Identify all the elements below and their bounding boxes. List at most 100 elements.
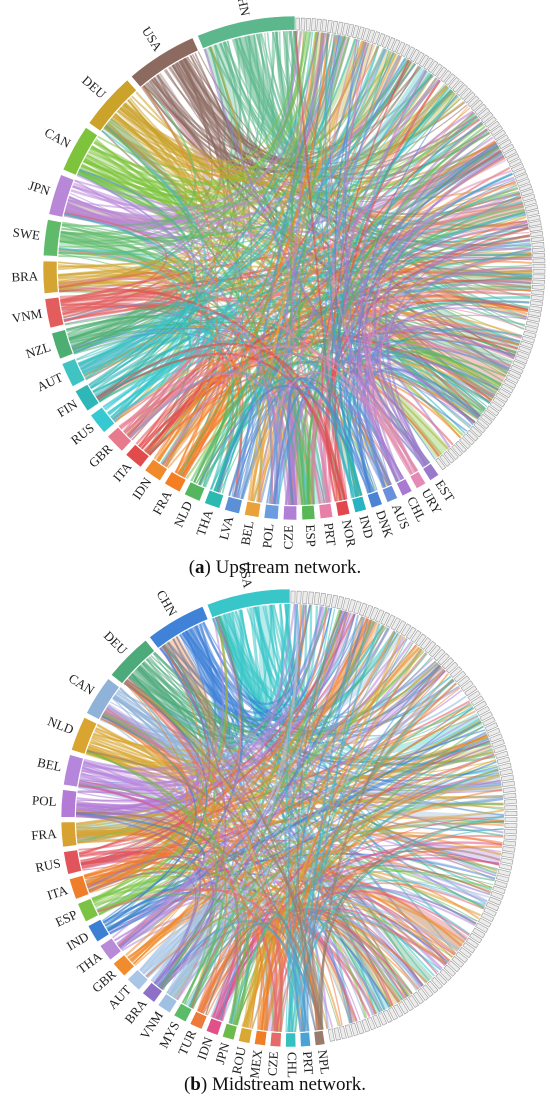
minor-node (530, 295, 544, 301)
country-node (90, 406, 116, 433)
chord (60, 83, 197, 236)
chord (363, 300, 530, 488)
minor-node (484, 722, 499, 732)
chord (190, 606, 328, 1008)
country-label: ESP (303, 524, 319, 547)
chord (124, 111, 474, 434)
minor-node (433, 648, 446, 662)
minor-node (482, 716, 496, 727)
minor-node (455, 440, 467, 453)
minor-node (500, 383, 514, 394)
chord (270, 834, 504, 1032)
minor-node (424, 640, 437, 654)
minor-node (431, 63, 443, 77)
minor-node (440, 69, 452, 83)
minor-node (462, 942, 476, 954)
minor-node (451, 444, 463, 457)
country-label: POL (259, 523, 276, 549)
minor-node (326, 19, 333, 34)
country-node (61, 358, 86, 388)
chord (83, 607, 331, 770)
chord (114, 361, 261, 502)
minor-node (504, 804, 518, 811)
chord (75, 625, 386, 825)
minor-node (311, 18, 317, 32)
minor-node (358, 602, 368, 617)
minor-node (395, 620, 407, 634)
chord (205, 922, 323, 1030)
minor-node (521, 335, 535, 344)
minor-node (527, 214, 541, 222)
minor-node (387, 1006, 399, 1021)
minor-node (451, 955, 465, 968)
minor-node (336, 21, 344, 35)
minor-node (532, 269, 546, 274)
minor-node (500, 857, 514, 865)
country-label: CHN (154, 587, 181, 619)
chord (159, 917, 239, 1024)
chord (219, 910, 309, 1032)
chord (323, 73, 433, 498)
minor-node (512, 360, 526, 370)
country-node (42, 219, 62, 257)
country-node (130, 37, 199, 88)
country-node (144, 458, 168, 482)
country-node (86, 678, 120, 720)
minor-node (319, 592, 327, 607)
chord (59, 287, 343, 501)
minor-node (476, 705, 491, 717)
country-node (68, 874, 90, 900)
minor-node (414, 51, 425, 65)
minor-node (417, 987, 429, 1001)
chord (75, 811, 324, 1030)
minor-node (409, 48, 420, 63)
chord (110, 200, 523, 419)
minor-node (463, 91, 476, 104)
minor-node (472, 927, 486, 939)
chord (102, 713, 218, 1005)
chord (357, 345, 475, 466)
minor-node (504, 828, 518, 835)
minor-node (501, 851, 515, 859)
chord (304, 618, 369, 1032)
chord (112, 373, 322, 504)
minor-node (410, 629, 422, 643)
minor-node (529, 300, 543, 307)
country-label: DEU (79, 73, 109, 102)
minor-node (516, 178, 531, 187)
minor-node (504, 817, 518, 823)
country-node (269, 1031, 282, 1048)
chord (258, 371, 416, 503)
minor-node (516, 350, 530, 360)
minor-node (400, 43, 411, 58)
chord (108, 94, 459, 416)
minor-node (492, 885, 506, 895)
minor-node (448, 76, 460, 90)
chord (59, 31, 312, 243)
chord (77, 838, 200, 994)
minor-node (531, 284, 545, 291)
minor-node (467, 95, 480, 108)
minor-node (447, 960, 461, 973)
minor-node (532, 258, 546, 263)
minor-node (391, 39, 401, 53)
country-node (197, 15, 296, 49)
minor-node (476, 417, 490, 430)
country-label: FRA (149, 487, 175, 517)
country-label: PRT (321, 522, 339, 547)
country-label: BRA (11, 268, 39, 284)
minor-node (495, 392, 509, 403)
country-node (51, 329, 74, 360)
country-node (99, 937, 122, 961)
country-label: USA (139, 24, 166, 55)
chord (118, 889, 279, 1032)
minor-node (443, 964, 457, 977)
chord (285, 604, 299, 1033)
chord (358, 367, 482, 494)
minor-node (483, 907, 497, 917)
minor-node (347, 23, 355, 38)
chord (153, 34, 339, 459)
chord (68, 30, 303, 223)
country-node (224, 496, 243, 515)
minor-node (498, 138, 512, 150)
